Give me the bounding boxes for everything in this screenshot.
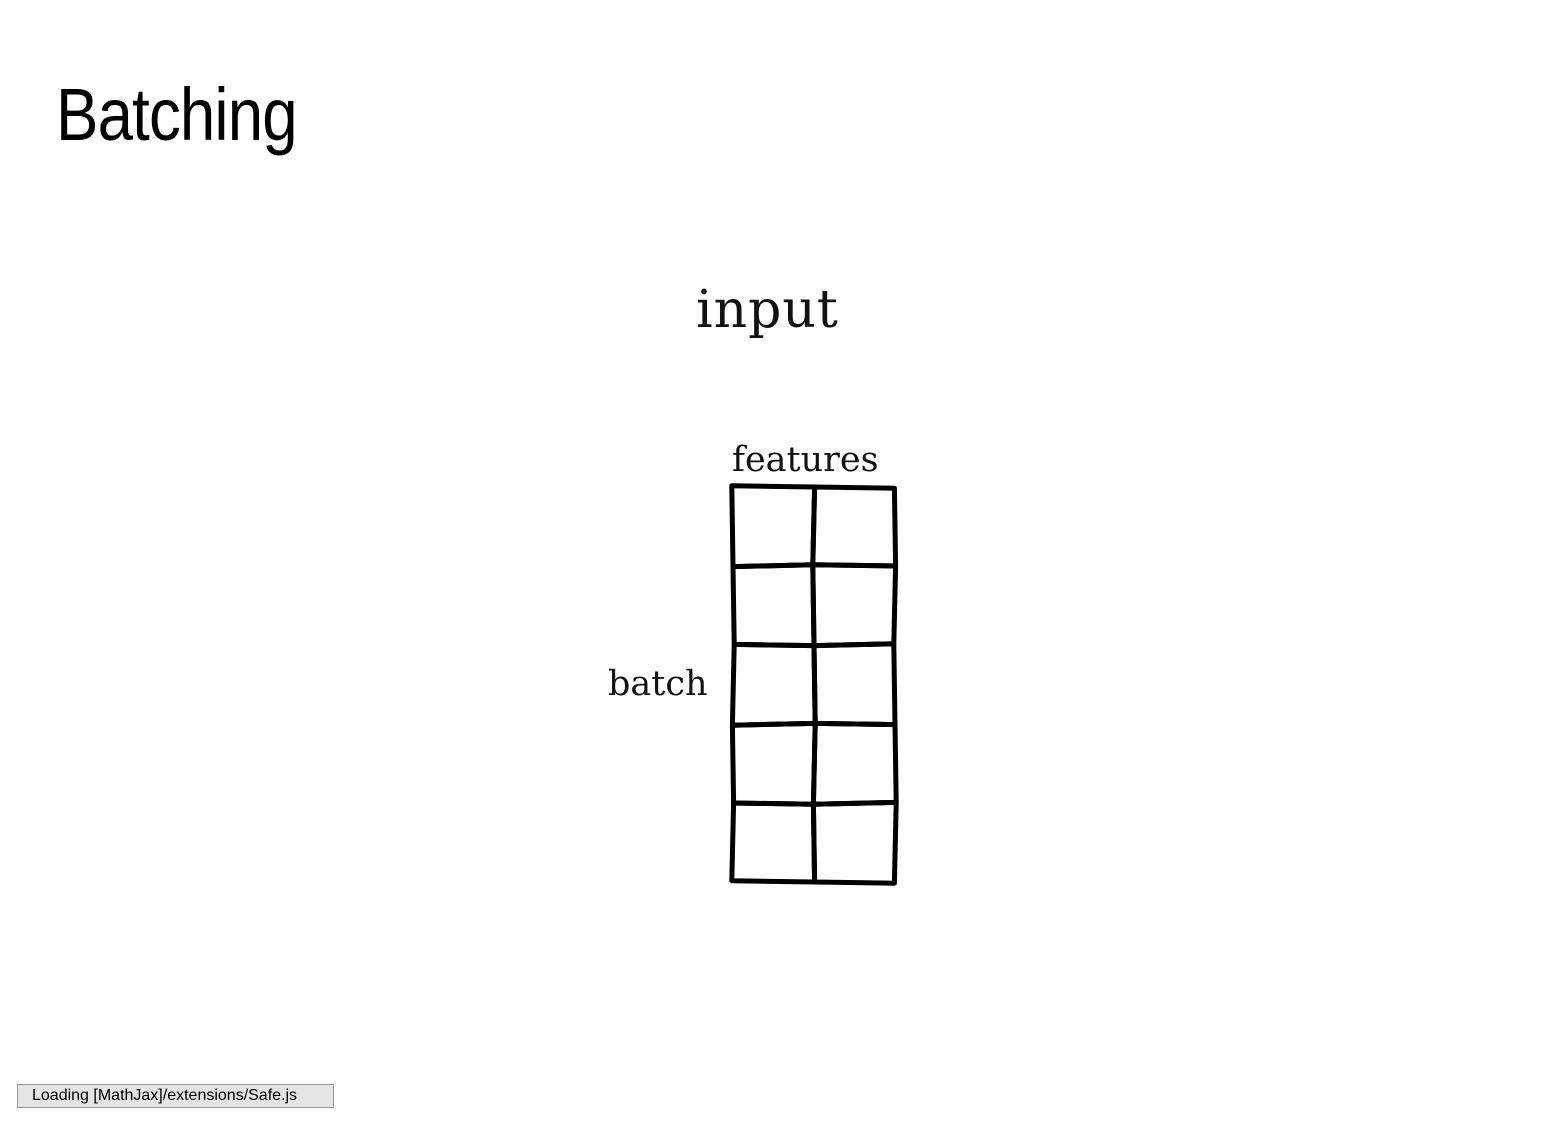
input-tensor-grid xyxy=(729,483,899,886)
grid-cell xyxy=(730,562,817,649)
batch-label: batch xyxy=(608,664,708,704)
mathjax-loading-status: Loading [MathJax]/extensions/Safe.js xyxy=(17,1084,334,1108)
grid-cell xyxy=(810,562,899,649)
grid-cell xyxy=(810,799,899,886)
grid-cell xyxy=(729,800,818,885)
grid-cell xyxy=(729,720,818,807)
features-label: features xyxy=(732,440,879,480)
grid-cell xyxy=(729,641,818,728)
grid-cell xyxy=(811,641,898,728)
input-label: input xyxy=(696,280,839,340)
grid-cell xyxy=(810,720,899,807)
grid-cell xyxy=(810,484,899,569)
slide-title: Batching xyxy=(56,73,298,156)
grid-cell xyxy=(729,483,818,570)
